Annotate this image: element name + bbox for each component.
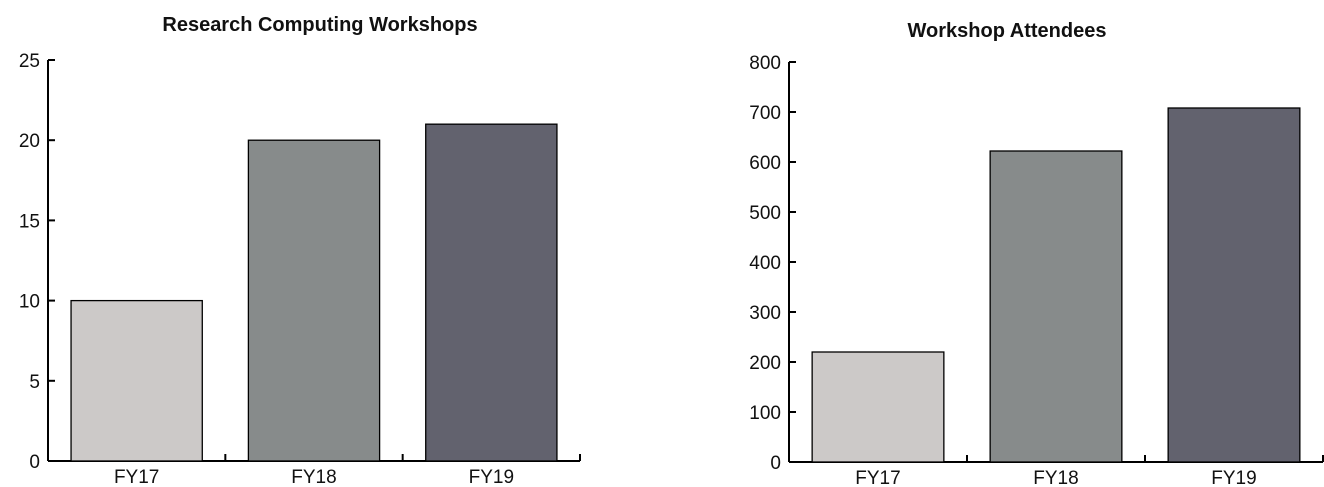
x-tick-label: FY18: [1033, 468, 1078, 487]
y-tick-label: 15: [19, 211, 40, 232]
y-tick-label: 100: [749, 403, 781, 424]
bar-fy19: [425, 123, 558, 462]
y-tick-label: 500: [749, 203, 781, 224]
y-tick-label: 25: [19, 51, 40, 72]
y-tick-label: 0: [29, 452, 40, 473]
workshops-chart-plot: 0 5 10 15 20 25 FY17 FY18 FY19: [19, 51, 581, 487]
y-tick-label: 700: [749, 103, 781, 124]
y-tick-label: 600: [749, 153, 781, 174]
bar-fy17: [70, 299, 203, 462]
x-tick-label: FY19: [1211, 468, 1256, 487]
bar-fy18: [247, 139, 381, 462]
y-tick-label: 20: [19, 131, 40, 152]
bar-fy18: [989, 150, 1123, 463]
bar-fy19: [1167, 107, 1301, 463]
y-tick-label: 400: [749, 253, 781, 274]
y-tick-label: 5: [29, 372, 40, 393]
x-tick-label: FY17: [114, 467, 159, 487]
workshops-chart: Research Computing Workshops 0 5 10 15 20 25 F…: [0, 0, 640, 487]
x-tick-label: FY17: [855, 468, 900, 487]
y-tick-label: 10: [19, 292, 40, 313]
y-tick-label: 0: [770, 453, 781, 474]
attendees-chart: Workshop Attendees 0 100 200 300 400 500 600 70…: [690, 0, 1324, 487]
bar-fy17: [811, 351, 945, 463]
x-tick-label: FY19: [469, 467, 514, 487]
attendees-chart-plot: 0 100 200 300 400 500 600 700 800 FY17 FY18 FY19: [749, 53, 1324, 487]
y-tick-label: 300: [749, 303, 781, 324]
y-tick-label: 800: [749, 53, 781, 74]
x-tick-label: FY18: [291, 467, 336, 487]
chart-title: Workshop Attendees: [907, 20, 1107, 42]
y-tick-label: 200: [749, 353, 781, 374]
chart-title: Research Computing Workshops: [162, 14, 478, 36]
